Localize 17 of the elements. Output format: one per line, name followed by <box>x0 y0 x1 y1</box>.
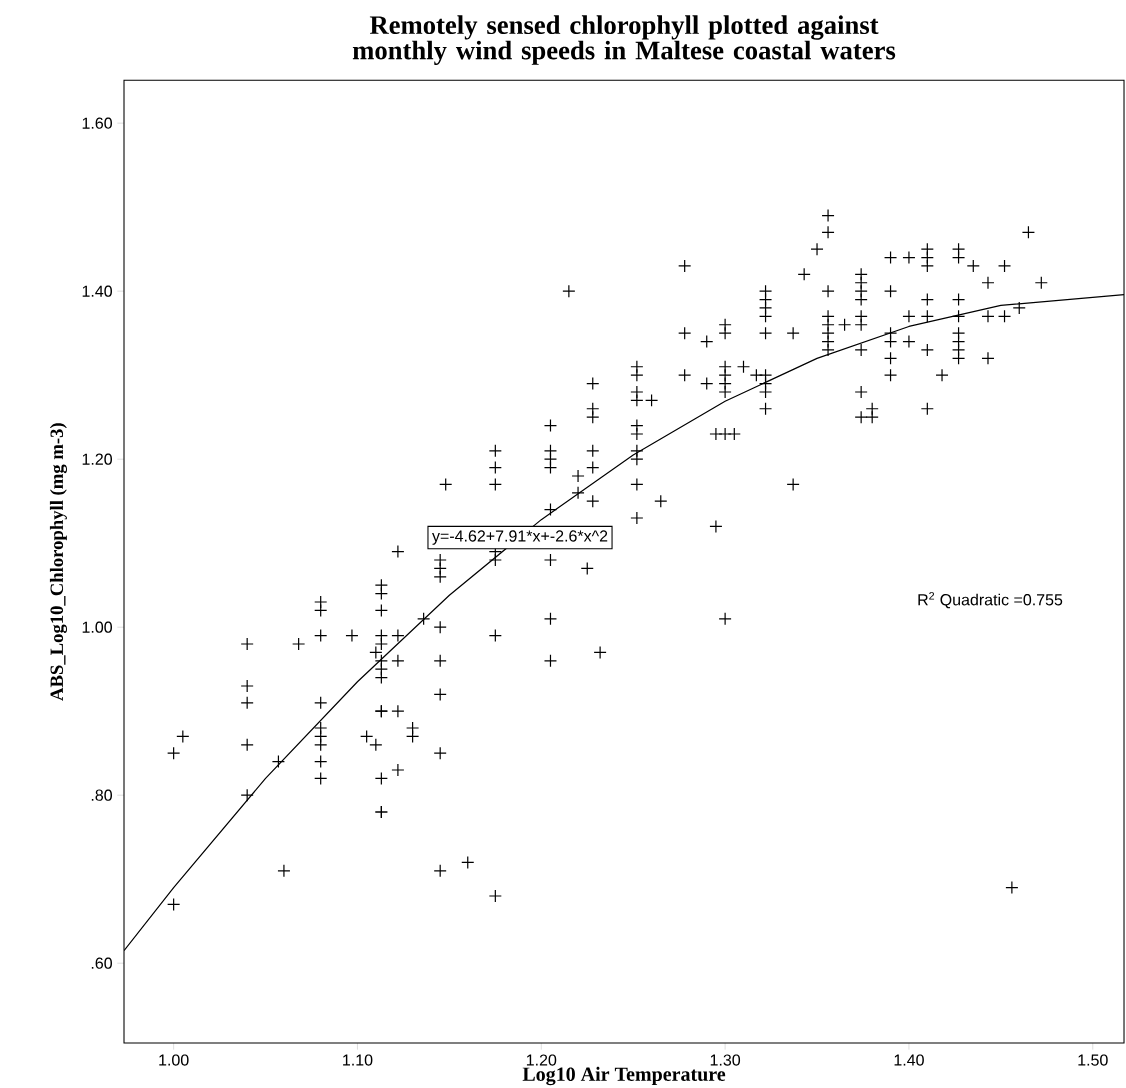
y-tick-label: 1.60 <box>82 117 112 129</box>
y-tick-label: 1.20 <box>82 453 112 465</box>
y-tick-label: .60 <box>91 957 113 969</box>
y-tick-label: 1.40 <box>82 285 112 297</box>
x-tick-label: 1.10 <box>343 1054 373 1066</box>
x-tick-label: 1.50 <box>1078 1054 1108 1066</box>
x-tick-label: 1.20 <box>526 1054 557 1066</box>
y-tick-label: .80 <box>91 789 113 801</box>
x-tick-label: 1.00 <box>159 1054 189 1066</box>
x-tick-label: 1.40 <box>894 1054 924 1066</box>
y-axis-title: ABS_Log10_Chlorophyll (mg m-3) <box>49 423 67 701</box>
annotation: y=-4.62+7.91*x+-2.6*x^2 <box>432 530 608 545</box>
x-tick-label: 1.30 <box>710 1054 741 1066</box>
chart-title: Remotely sensed chlorophyll plotted against monthly wind speeds in Maltese coastal waters <box>352 15 896 65</box>
annotation: R$^{2}$ Quadratic =0.755 <box>918 592 1063 609</box>
x-axis-title: Log10 Air Temperature <box>522 1066 726 1086</box>
y-tick-label: 1.00 <box>82 621 112 633</box>
